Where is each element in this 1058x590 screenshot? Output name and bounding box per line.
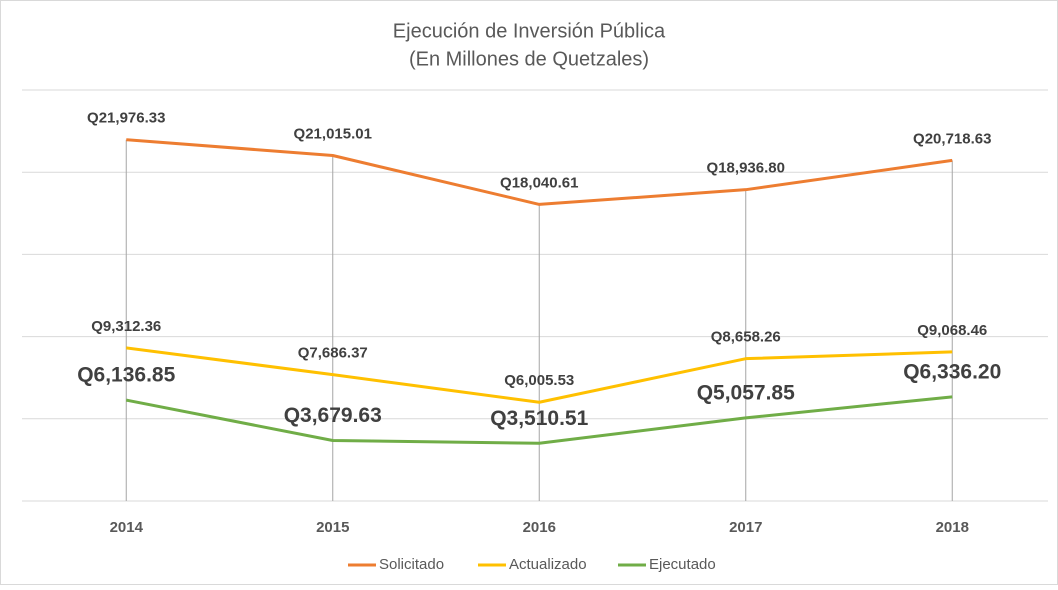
- chart-subtitle: (En Millones de Quetzales): [409, 48, 649, 70]
- x-tick-label: 2016: [523, 519, 556, 536]
- data-label: Q9,068.46: [917, 322, 987, 339]
- x-tick-label: 2015: [316, 519, 349, 536]
- data-label: Q3,510.51: [490, 407, 588, 430]
- data-label: Q21,976.33: [87, 110, 165, 127]
- data-label: Q20,718.63: [913, 130, 991, 147]
- data-label: Q5,057.85: [697, 381, 795, 404]
- data-label: Q6,336.20: [903, 360, 1001, 383]
- data-label: Q9,312.36: [91, 318, 161, 335]
- legend-label: Ejecutado: [649, 556, 716, 573]
- x-tick-label: 2017: [729, 519, 762, 536]
- data-label: Q8,658.26: [711, 329, 781, 346]
- x-tick-label: 2018: [936, 519, 969, 536]
- data-label: Q21,015.01: [294, 125, 372, 142]
- x-tick-label: 2014: [110, 519, 144, 536]
- data-label: Q18,040.61: [500, 174, 578, 191]
- data-label: Q6,005.53: [504, 372, 574, 389]
- chart-title: Ejecución de Inversión Pública: [393, 20, 666, 42]
- legend-label: Solicitado: [379, 556, 444, 573]
- series-line: [125, 395, 953, 445]
- data-label: Q6,136.85: [77, 364, 175, 387]
- data-label: Q18,936.80: [707, 160, 785, 177]
- series-line: [126, 346, 953, 404]
- series-line: [126, 138, 953, 206]
- data-label: Q7,686.37: [298, 345, 368, 362]
- data-label: Q3,679.63: [284, 404, 382, 427]
- legend-label: Actualizado: [509, 556, 587, 573]
